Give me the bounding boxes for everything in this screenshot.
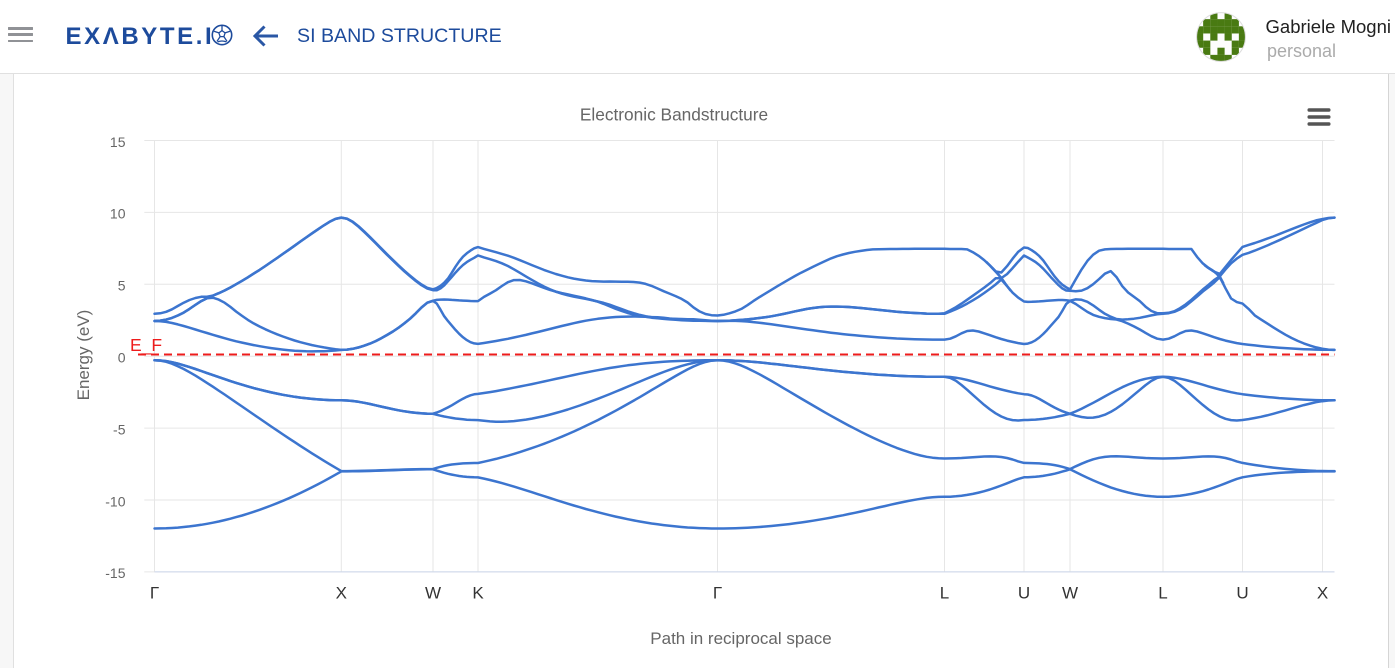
svg-text:15: 15 bbox=[110, 134, 126, 150]
svg-text:W: W bbox=[1062, 584, 1078, 603]
svg-text:X: X bbox=[1317, 584, 1328, 603]
svg-text:Γ: Γ bbox=[150, 584, 159, 603]
svg-text:Γ: Γ bbox=[713, 584, 722, 603]
svg-text:U: U bbox=[1236, 584, 1248, 603]
svg-text:X: X bbox=[336, 584, 347, 603]
svg-text:Path in reciprocal space: Path in reciprocal space bbox=[650, 629, 831, 648]
svg-text:K: K bbox=[472, 584, 484, 603]
svg-text:Electronic Bandstructure: Electronic Bandstructure bbox=[580, 105, 768, 125]
svg-text:5: 5 bbox=[118, 278, 126, 294]
svg-text:-5: -5 bbox=[113, 421, 126, 437]
svg-text:W: W bbox=[425, 584, 441, 603]
svg-text:U: U bbox=[1018, 584, 1030, 603]
svg-text:L: L bbox=[940, 584, 949, 603]
svg-text:Energy (eV): Energy (eV) bbox=[74, 310, 93, 401]
svg-text:E_F: E_F bbox=[130, 335, 162, 356]
svg-text:0: 0 bbox=[118, 350, 126, 366]
svg-text:10: 10 bbox=[110, 206, 126, 222]
svg-text:-15: -15 bbox=[105, 565, 125, 581]
svg-text:L: L bbox=[1158, 584, 1167, 603]
svg-text:-10: -10 bbox=[105, 493, 125, 509]
